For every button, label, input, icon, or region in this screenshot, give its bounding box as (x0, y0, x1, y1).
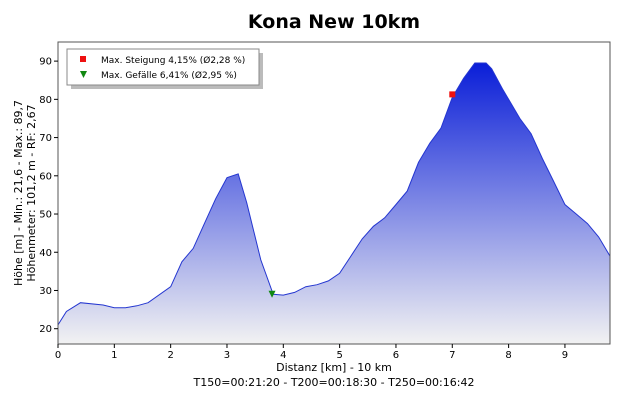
plot-area (57, 62, 611, 344)
y-tick-label: 90 (39, 57, 52, 68)
x-tick-label: 9 (562, 350, 568, 361)
x-axis-label: Distanz [km] - 10 km (276, 361, 392, 374)
y-tick-label: 20 (39, 324, 52, 335)
x-tick-label: 5 (336, 350, 342, 361)
y-axis: 20 30 40 50 60 70 80 90 (39, 57, 58, 335)
legend-box (66, 48, 260, 86)
y-tick-label: 30 (39, 286, 52, 297)
legend-max-descent-icon (80, 71, 87, 78)
legend-max-descent-label: Max. Gefälle 6,41% (Ø2,95 %) (101, 70, 237, 81)
elevation-line (57, 62, 611, 326)
chart-title: Kona New 10km (248, 11, 420, 33)
max-descent-marker (268, 290, 276, 298)
grade-markers (268, 91, 456, 298)
x-tick-label: 7 (449, 350, 455, 361)
x-tick-label: 2 (167, 350, 173, 361)
x-tick-label: 1 (111, 350, 117, 361)
y-tick-label: 40 (39, 248, 52, 259)
elevation-area (58, 63, 610, 344)
x-axis: 0 1 2 3 4 5 6 7 8 9 (55, 344, 568, 361)
y-axis-label-height: Höhe [m] - Min.: 21,6 - Max.: 89,7 (12, 100, 25, 286)
y-tick-label: 70 (39, 133, 52, 144)
x-tick-label: 3 (224, 350, 230, 361)
x-tick-label: 8 (505, 350, 511, 361)
legend-max-climb-icon (80, 56, 86, 62)
y-tick-label: 80 (39, 95, 52, 106)
x-tick-label: 4 (280, 350, 286, 361)
y-tick-label: 50 (39, 210, 52, 221)
max-climb-marker (449, 91, 456, 98)
plot-frame (57, 41, 611, 345)
legend: Max. Steigung 4,15% (Ø2,28 %) Max. Gefäl… (66, 48, 263, 89)
legend-max-climb-label: Max. Steigung 4,15% (Ø2,28 %) (101, 55, 245, 66)
time-footer: T150=00:21:20 - T200=00:18:30 - T250=00:… (193, 376, 475, 389)
y-axis-label-elevation-gain: Höhenmeter: 101,2 m - RF: 2,67 (25, 104, 38, 281)
y-tick-label: 60 (39, 171, 52, 182)
x-tick-label: 6 (393, 350, 399, 361)
x-tick-label: 0 (55, 350, 61, 361)
